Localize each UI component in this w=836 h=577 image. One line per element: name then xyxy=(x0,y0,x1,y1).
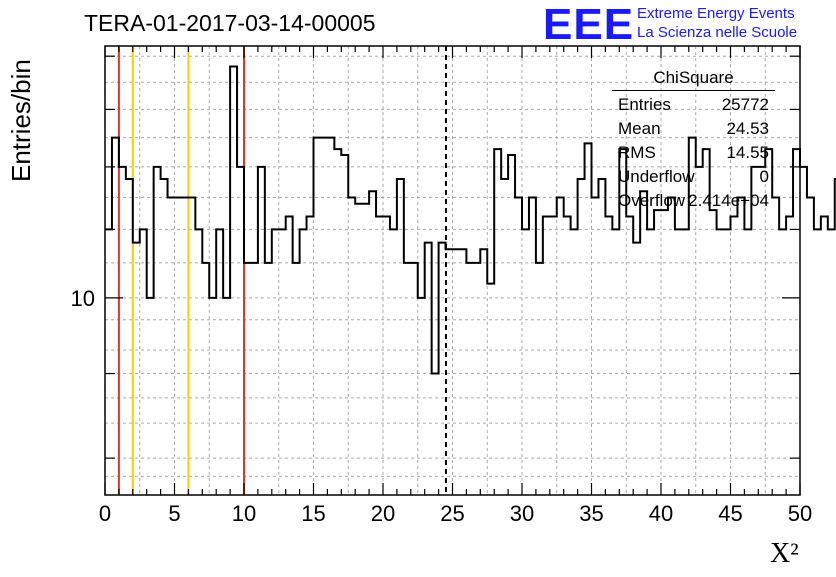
stats-title: ChiSquare xyxy=(612,68,775,91)
x-tick-label: 50 xyxy=(788,501,812,526)
stats-value: 24.53 xyxy=(726,119,769,138)
stats-box: ChiSquare Entries 25772 Mean 24.53 RMS 1… xyxy=(612,68,775,213)
x-tick-label: 10 xyxy=(232,501,256,526)
x-tick-label: 5 xyxy=(168,501,180,526)
stats-value: 2.414e+04 xyxy=(688,191,769,210)
stats-value: 14.55 xyxy=(726,143,769,162)
stats-label: Overflow xyxy=(618,191,686,210)
stats-row-mean: Mean 24.53 xyxy=(612,117,775,141)
x-tick-label: 20 xyxy=(371,501,395,526)
x-tick-label: 45 xyxy=(718,501,742,526)
x-tick-label: 35 xyxy=(579,501,603,526)
histogram-series xyxy=(105,65,836,375)
x-tick-label: 30 xyxy=(510,501,534,526)
stats-value: 0 xyxy=(759,167,769,186)
y-tick-label: 10 xyxy=(71,286,95,311)
y-axis-label: Entries/bin xyxy=(6,59,36,182)
stats-row-rms: RMS 14.55 xyxy=(612,141,775,165)
stats-label: Mean xyxy=(618,119,661,138)
x-tick-label: 25 xyxy=(440,501,464,526)
x-tick-label: 40 xyxy=(649,501,673,526)
eee-logo: EEE xyxy=(543,0,635,49)
chart-title: TERA-01-2017-03-14-00005 xyxy=(84,10,376,36)
stats-label: Entries xyxy=(618,95,671,114)
x-axis-label: X² xyxy=(770,538,799,569)
eee-logo-line2: La Scienza nelle Scuole xyxy=(637,24,798,41)
x-tick-label: 15 xyxy=(301,501,325,526)
stats-row-underflow: Underflow 0 xyxy=(612,165,775,189)
x-tick-label: 0 xyxy=(99,501,111,526)
axis-ticks xyxy=(104,46,801,495)
reference-lines xyxy=(117,46,447,495)
stats-label: Underflow xyxy=(618,167,695,186)
stats-label: RMS xyxy=(618,143,656,162)
eee-logo-line1: Extreme Energy Events xyxy=(637,5,795,22)
tick-labels: 0 5 10 15 20 25 30 35 40 45 50 10 xyxy=(71,286,813,526)
stats-value: 25772 xyxy=(721,95,769,114)
stats-row-entries: Entries 25772 xyxy=(612,93,775,117)
stats-row-overflow: Overflow 2.414e+04 xyxy=(612,189,775,213)
